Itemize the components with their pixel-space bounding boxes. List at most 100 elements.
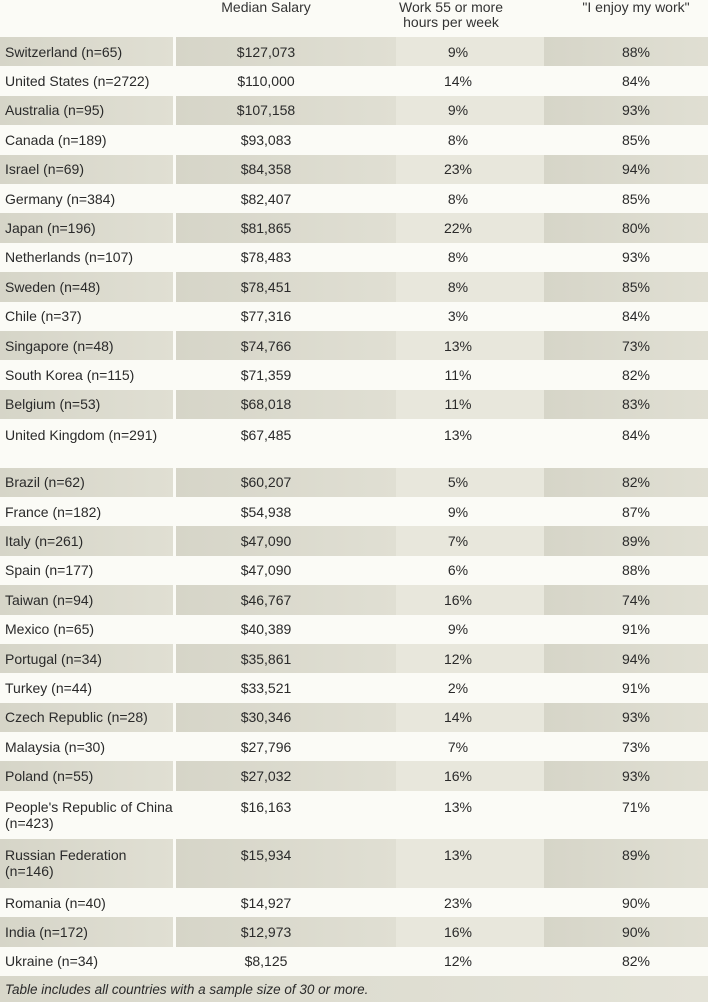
salary-cell: $30,346 xyxy=(176,702,396,733)
hours-cell: 13% xyxy=(443,427,473,444)
table-row: Singapore (n=48) $74,766 13% 73% xyxy=(0,330,708,361)
table-row: Canada (n=189) $93,083 8% 85% xyxy=(0,125,708,154)
enjoy-cell: 84% xyxy=(621,73,651,90)
salary-cell: $15,934 xyxy=(176,839,396,888)
hours-cell: 13% xyxy=(396,839,544,888)
hours-cell: 9% xyxy=(447,503,469,520)
table-row: Italy (n=261) $47,090 7% 89% xyxy=(0,526,708,556)
hours-cell: 8% xyxy=(447,131,469,148)
salary-cell: $110,000 xyxy=(237,73,295,90)
table-row: Brazil (n=62) $60,207 5% 82% xyxy=(0,467,708,497)
country-cell: Romania (n=40) xyxy=(5,894,106,911)
hours-cell: 16% xyxy=(396,585,544,615)
enjoy-cell: 83% xyxy=(544,389,708,420)
hours-cell: 9% xyxy=(447,621,469,638)
country-cell: Germany (n=384) xyxy=(5,190,116,207)
table-row: Chile (n=37) $77,316 3% 84% xyxy=(0,302,708,331)
country-cell: Brazil (n=62) xyxy=(0,467,173,497)
country-cell: Mexico (n=65) xyxy=(5,621,95,638)
hours-cell: 12% xyxy=(443,953,473,970)
table-row: Portugal (n=34) $35,861 12% 94% xyxy=(0,643,708,674)
country-cell: People's Republic of China (n=423) xyxy=(5,798,173,831)
country-cell: Ukraine (n=34) xyxy=(5,953,98,970)
table-row: United States (n=2722) $110,000 14% 84% xyxy=(0,66,708,95)
salary-cell: $107,158 xyxy=(176,95,396,126)
country-cell: Poland (n=55) xyxy=(0,761,173,791)
salary-cell: $27,032 xyxy=(176,761,396,791)
hours-cell: 23% xyxy=(396,154,544,184)
country-cell: Belgium (n=53) xyxy=(0,389,173,420)
enjoy-cell: 82% xyxy=(621,953,651,970)
country-cell: Malaysia (n=30) xyxy=(5,738,105,755)
enjoy-cell: 94% xyxy=(544,643,708,674)
table-body: Switzerland (n=65) $127,073 9% 88% United S… xyxy=(0,37,708,976)
table-row: Romania (n=40) $14,927 23% 90% xyxy=(0,888,708,917)
country-cell: India (n=172) xyxy=(0,917,173,947)
salary-cell: $54,938 xyxy=(240,503,292,520)
country-cell: Netherlands (n=107) xyxy=(5,249,134,266)
country-cell: Japan (n=196) xyxy=(0,213,173,243)
enjoy-cell: 87% xyxy=(621,503,651,520)
country-cell: Italy (n=261) xyxy=(0,526,173,556)
hours-cell: 7% xyxy=(396,526,544,556)
table-row: Switzerland (n=65) $127,073 9% 88% xyxy=(0,37,708,67)
salary-cell: $33,521 xyxy=(240,680,292,696)
enjoy-cell: 85% xyxy=(544,272,708,302)
salary-cell: $68,018 xyxy=(176,389,396,420)
enjoy-cell: 94% xyxy=(544,154,708,184)
enjoy-cell: 88% xyxy=(544,37,708,67)
country-cell: South Korea (n=115) xyxy=(5,366,135,383)
country-cell: Russian Federation (n=146) xyxy=(0,839,173,888)
header-enjoy-work: "I enjoy my work" xyxy=(582,0,690,15)
enjoy-cell: 85% xyxy=(621,190,651,207)
header-work-hours: Work 55 or more hours per week xyxy=(399,0,503,30)
hours-cell: 12% xyxy=(396,643,544,674)
hours-cell: 23% xyxy=(443,894,473,911)
enjoy-cell: 90% xyxy=(544,917,708,947)
enjoy-cell: 90% xyxy=(621,894,651,911)
country-cell: Australia (n=95) xyxy=(0,95,173,126)
table-row: Mexico (n=65) $40,389 9% 91% xyxy=(0,615,708,644)
country-cell: France (n=182) xyxy=(5,503,102,520)
salary-cell: $60,207 xyxy=(176,467,396,497)
salary-cell: $40,389 xyxy=(240,621,292,638)
salary-cell: $78,451 xyxy=(176,272,396,302)
salary-cell: $93,083 xyxy=(240,131,292,148)
country-cell: Switzerland (n=65) xyxy=(0,37,173,67)
hours-cell: 14% xyxy=(396,702,544,733)
hours-cell: 5% xyxy=(396,467,544,497)
hours-cell: 13% xyxy=(396,330,544,361)
enjoy-cell: 91% xyxy=(621,680,651,696)
salary-cell: $77,316 xyxy=(240,308,292,325)
enjoy-cell: 71% xyxy=(621,798,651,815)
footnote: Table includes all countries with a samp… xyxy=(0,976,708,1002)
hours-cell: 16% xyxy=(396,761,544,791)
salary-cell: $8,125 xyxy=(244,953,288,970)
table-row: People's Republic of China (n=423) $16,16… xyxy=(0,791,708,840)
salary-cell: $47,090 xyxy=(240,562,292,579)
country-cell: Israel (n=69) xyxy=(0,154,173,184)
enjoy-cell: 84% xyxy=(621,427,651,444)
hours-cell: 9% xyxy=(396,37,544,67)
salary-cell: $16,163 xyxy=(240,798,292,815)
enjoy-cell: 89% xyxy=(544,526,708,556)
country-cell: Spain (n=177) xyxy=(5,562,94,579)
hours-cell: 14% xyxy=(443,73,473,90)
country-cell: Czech Republic (n=28) xyxy=(0,702,173,733)
table-row: Germany (n=384) $82,407 8% 85% xyxy=(0,184,708,213)
enjoy-cell: 88% xyxy=(621,562,651,579)
table-row: Israel (n=69) $84,358 23% 94% xyxy=(0,154,708,184)
salary-cell: $27,796 xyxy=(240,738,292,755)
salary-cell: $81,865 xyxy=(176,213,396,243)
country-cell: Singapore (n=48) xyxy=(0,330,173,361)
hours-cell: 16% xyxy=(396,917,544,947)
enjoy-cell: 84% xyxy=(621,308,651,325)
table-row: Belgium (n=53) $68,018 11% 83% xyxy=(0,389,708,420)
hours-cell: 7% xyxy=(447,738,469,755)
table-row: Netherlands (n=107) $78,483 8% 93% xyxy=(0,243,708,272)
enjoy-cell: 82% xyxy=(544,467,708,497)
table-row: Poland (n=55) $27,032 16% 93% xyxy=(0,761,708,791)
hours-cell: 22% xyxy=(396,213,544,243)
table-row: Malaysia (n=30) $27,796 7% 73% xyxy=(0,732,708,761)
table-row: Russian Federation (n=146) $15,934 13% 89% xyxy=(0,839,708,888)
